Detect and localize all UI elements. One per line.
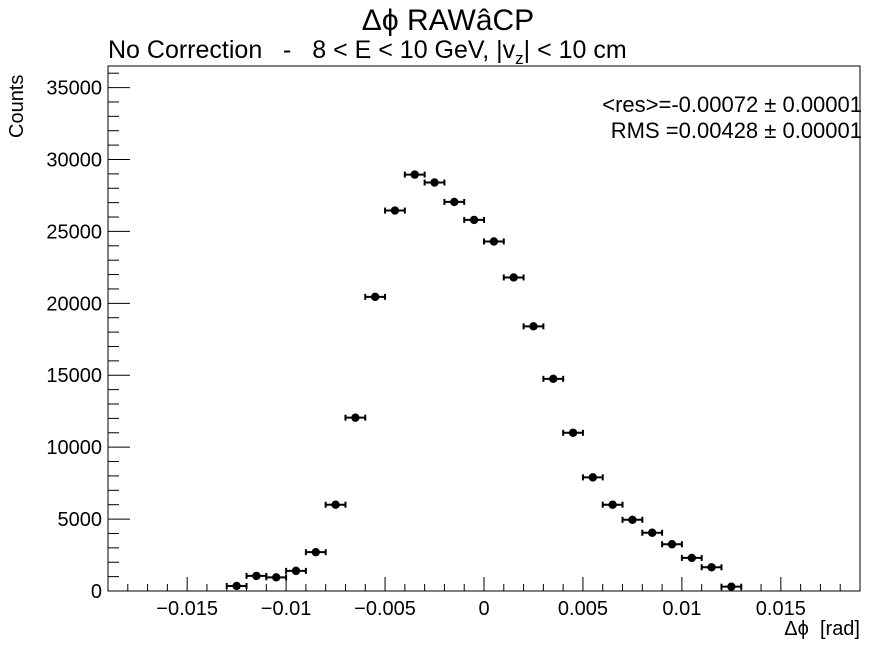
data-point — [721, 582, 741, 590]
data-point — [623, 516, 643, 524]
data-marker — [331, 500, 339, 508]
x-tick-label: 0.005 — [558, 598, 608, 620]
subtitle-subscript: z — [515, 49, 524, 68]
x-axis-label: Δϕ [rad] — [784, 618, 860, 641]
plot-frame — [108, 66, 860, 591]
subtitle-tail: | < 10 cm — [524, 36, 627, 64]
data-point — [444, 198, 464, 206]
x-tick-label: 0.015 — [756, 598, 806, 620]
x-tick-label: −0.005 — [354, 598, 416, 620]
data-marker — [312, 548, 320, 556]
y-tick-label: 0 — [91, 581, 102, 603]
data-marker — [648, 529, 656, 537]
data-point — [326, 500, 346, 508]
data-point — [504, 273, 524, 281]
data-marker — [292, 567, 300, 575]
data-point — [543, 375, 563, 383]
x-tick-label: −0.015 — [156, 598, 218, 620]
y-tick-label: 25000 — [46, 221, 102, 243]
x-tick-label: −0.01 — [261, 598, 312, 620]
data-point — [524, 322, 544, 330]
y-tick-label: 10000 — [46, 437, 102, 459]
data-point — [425, 178, 445, 186]
data-marker — [430, 178, 438, 186]
data-marker — [569, 429, 577, 437]
data-point — [247, 572, 267, 580]
data-point — [702, 563, 722, 571]
chart-title: Δϕ RAWâCP — [0, 4, 896, 38]
data-marker — [589, 473, 597, 481]
data-marker — [688, 554, 696, 562]
y-tick-label: 20000 — [46, 293, 102, 315]
data-marker — [707, 563, 715, 571]
chart-subtitle: No Correction - 8 < E < 10 GeV, |vz| < 1… — [108, 36, 627, 69]
y-axis-label: Counts — [6, 75, 29, 138]
data-marker — [628, 516, 636, 524]
data-point — [662, 540, 682, 548]
data-marker — [608, 500, 616, 508]
y-tick-label: 15000 — [46, 365, 102, 387]
data-point — [484, 237, 504, 245]
data-marker — [490, 237, 498, 245]
data-marker — [351, 413, 359, 421]
data-point — [345, 413, 365, 421]
data-point — [563, 429, 583, 437]
data-marker — [232, 582, 240, 590]
data-point — [227, 582, 247, 590]
data-marker — [391, 206, 399, 214]
x-tick-label: 0 — [478, 598, 489, 620]
data-marker — [450, 198, 458, 206]
data-point — [306, 548, 326, 556]
data-point — [583, 473, 603, 481]
data-point — [266, 573, 286, 581]
data-marker — [371, 293, 379, 301]
data-point — [642, 529, 662, 537]
data-marker — [509, 273, 517, 281]
data-marker — [529, 322, 537, 330]
x-tick-label: 0.01 — [662, 598, 701, 620]
data-marker — [411, 170, 419, 178]
data-point — [405, 170, 425, 178]
data-marker — [252, 572, 260, 580]
data-marker — [272, 573, 280, 581]
stat-res: <res>=-0.00072 ± 0.00001 — [602, 92, 862, 118]
data-marker — [727, 582, 735, 590]
data-marker — [549, 375, 557, 383]
data-point — [286, 567, 306, 575]
subtitle-main: No Correction - 8 < E < 10 GeV, |v — [108, 36, 515, 64]
data-point — [464, 216, 484, 224]
data-point — [365, 293, 385, 301]
y-tick-label: 35000 — [46, 78, 102, 100]
y-tick-label: 5000 — [58, 509, 103, 531]
data-marker — [470, 216, 478, 224]
data-point — [682, 554, 702, 562]
y-tick-label: 30000 — [46, 149, 102, 171]
data-marker — [668, 540, 676, 548]
stat-rms: RMS =0.00428 ± 0.00001 — [611, 118, 862, 144]
data-point — [385, 206, 405, 214]
data-point — [603, 500, 623, 508]
